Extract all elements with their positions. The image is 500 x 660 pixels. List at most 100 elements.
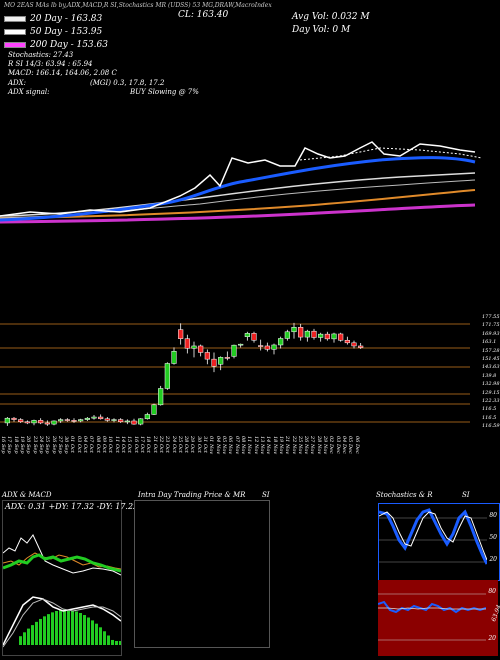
- candle-body: [251, 333, 257, 341]
- rsi-line: [378, 600, 486, 614]
- date-axis-label: 18 Oct: [145, 436, 152, 453]
- macd-histogram-bar: [75, 611, 78, 645]
- price-axis-label: 143.63: [482, 364, 500, 371]
- candle-body: [178, 329, 184, 339]
- date-axis-label: 06 Dec: [353, 436, 360, 454]
- rsi-reading: R SI 14/3: 63.94 : 65.94: [8, 60, 93, 68]
- date-axis-label: 07 Oct: [88, 436, 95, 453]
- macd-histogram-bar: [67, 609, 70, 645]
- date-axis-label: 25 Nov: [296, 436, 303, 455]
- date-axis-label: 18 Sep: [12, 436, 19, 454]
- candle-body: [218, 357, 224, 365]
- candle-body: [158, 388, 164, 406]
- stoch-tick-80: 80: [489, 512, 497, 519]
- stoch-panel-title: Stochastics & R: [376, 491, 433, 499]
- stoch-k-line: [379, 508, 487, 565]
- day-volume-label: Day Vol: 0 M: [292, 25, 351, 35]
- intraday-panel-si: SI: [262, 491, 270, 499]
- candle-body: [238, 343, 244, 346]
- date-axis-label: 03 Dec: [334, 436, 341, 454]
- date-axis-label: 26 Sep: [50, 436, 57, 454]
- candle-body: [204, 352, 210, 360]
- candle-body: [31, 420, 37, 424]
- date-axis-label: 03 Oct: [75, 436, 82, 453]
- candle-body: [18, 419, 24, 422]
- price-axis-label: 171.75: [482, 322, 500, 329]
- macd-histogram-bar: [71, 610, 74, 645]
- price-axis: 177.55 171.75 169.93 163.1 157.28 151.45 143.6…: [482, 312, 500, 432]
- date-axis-label: 27 Nov: [309, 436, 316, 455]
- date-axis-label: 21 Oct: [151, 436, 158, 453]
- legend-label-50day: 50 Day - 153.95: [30, 26, 103, 37]
- date-axis-label: 24 Oct: [170, 436, 177, 453]
- candle-body: [64, 419, 70, 421]
- legend-label-20day: 20 Day - 163.83: [30, 13, 103, 24]
- stochastics-plot: [379, 508, 487, 565]
- price-axis-label: 169.93: [482, 330, 500, 337]
- candle-body: [258, 345, 264, 347]
- candle-body: [244, 333, 250, 337]
- macd-histogram-bar: [23, 632, 26, 645]
- macd-reading: MACD: 166.14, 164.06, 2.08 C: [8, 69, 117, 77]
- adx-signal-label: ADX signal:: [8, 88, 50, 96]
- macd-histogram-bar: [87, 617, 90, 645]
- candle-body: [351, 342, 357, 347]
- stoch-tick-20: 20: [489, 556, 497, 563]
- date-axis-label: 07 Nov: [233, 436, 240, 455]
- stochastics-reading: Stochastics: 27.43: [8, 51, 74, 59]
- moving-average-plot: [0, 141, 483, 224]
- price-axis-label: 116.59: [482, 423, 500, 430]
- date-axis-label: 14 Nov: [265, 436, 272, 455]
- date-axis-label: 10 Oct: [107, 436, 114, 453]
- macd-histogram-bar: [63, 609, 66, 645]
- date-axis-label: 23 Oct: [164, 436, 171, 453]
- candle-body: [331, 333, 337, 340]
- macd-plot: [3, 596, 121, 648]
- macd-histogram-bar: [107, 635, 110, 645]
- rsi-panel: 80 63.94 20: [378, 580, 500, 656]
- date-axis-label: 19 Nov: [277, 436, 284, 455]
- minus-di-line: [3, 553, 121, 573]
- rsi-tick-current: 63.94: [490, 604, 500, 623]
- date-axis-label: 01 Oct: [69, 436, 76, 453]
- candle-body: [11, 417, 17, 420]
- price-axis-label: 151.45: [482, 356, 500, 362]
- date-axis-label: 21 Nov: [284, 436, 291, 455]
- legend-item-50day: 50 Day - 153.95: [4, 25, 108, 38]
- adx-line: [3, 534, 121, 576]
- legend-swatch-200day: [4, 41, 26, 48]
- date-axis-label: 25 Sep: [44, 436, 51, 454]
- candle-body: [104, 418, 110, 421]
- adx-signal-value: BUY Slowing @ 7%: [130, 88, 199, 96]
- candle-body: [198, 345, 204, 353]
- candle-body: [24, 421, 30, 424]
- date-axis-label: 12 Nov: [252, 436, 259, 455]
- date-axis-label: 20 Sep: [25, 436, 32, 454]
- legend-item-200day: 200 Day - 153.63: [4, 38, 108, 51]
- candle-body: [344, 339, 350, 344]
- date-axis-label: 29 Oct: [189, 436, 196, 453]
- candle-body: [38, 420, 44, 424]
- macd-histogram-bar: [79, 613, 82, 645]
- price-close-dotted: [299, 147, 483, 161]
- adx-reading: (MGI) 0.3, 17.8, 17.2: [90, 79, 165, 87]
- macd-histogram-bar: [115, 641, 118, 645]
- stoch-d-line: [379, 511, 487, 561]
- macd-histogram-bar: [103, 631, 106, 645]
- candle-body: [58, 419, 64, 422]
- date-axis-label: 04 Nov: [214, 436, 221, 455]
- date-axis-label: 01 Nov: [208, 436, 215, 455]
- price-axis-label: 177.55: [482, 314, 500, 320]
- date-axis-label: 27 Sep: [56, 436, 63, 454]
- macd-histogram-bar: [35, 621, 38, 645]
- rsi-signal-line: [378, 607, 486, 610]
- ma-orange-line: [0, 189, 476, 219]
- macd-histogram-bar: [95, 623, 98, 645]
- date-axis-label: 25 Oct: [176, 436, 183, 453]
- candle-body: [4, 417, 10, 424]
- legend-swatch-20day: [4, 15, 26, 22]
- price-axis-label: 132.98: [482, 381, 500, 388]
- date-axis-label: 18 Nov: [271, 436, 278, 455]
- price-close-line: [0, 141, 476, 217]
- legend-label-200day: 200 Day - 153.63: [30, 39, 108, 50]
